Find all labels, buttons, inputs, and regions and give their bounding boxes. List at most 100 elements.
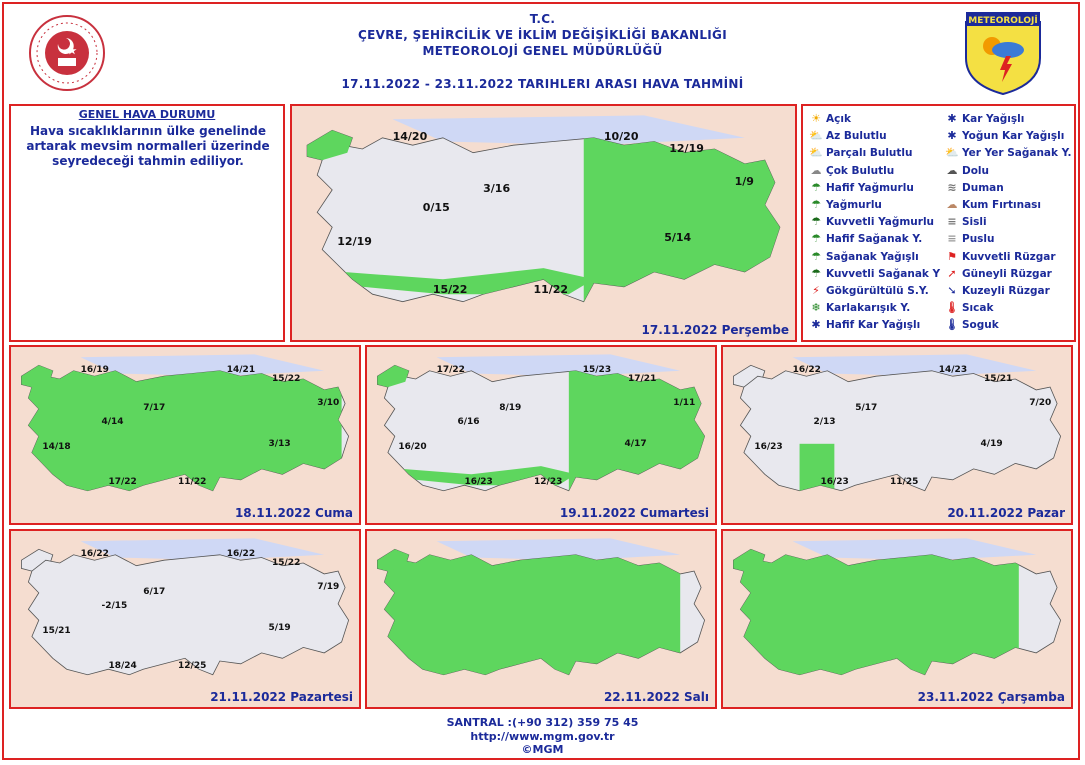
legend-item: 🌡 Soguk <box>945 318 999 331</box>
thrace-rain <box>377 365 409 388</box>
header-directorate: METEOROLOJİ GENEL MÜDÜRLÜĞÜ <box>422 44 663 58</box>
temperature-label: 4/19 <box>980 438 1003 449</box>
legend-item: ⚡ Gökgürültülü S.Y. <box>809 284 929 297</box>
temperature-label: 17/22 <box>108 477 137 488</box>
footer-url[interactable]: http://www.mgm.gov.tr <box>470 730 615 743</box>
temperature-label: 12/19 <box>337 234 372 248</box>
footer-copyright: ©MGM <box>521 743 564 756</box>
legend-item: ☀ Açık <box>809 112 851 125</box>
temperature-label: 15/22 <box>272 557 301 568</box>
legend-label: Gökgürültülü S.Y. <box>826 285 929 297</box>
hail-icon: ☁ <box>946 163 958 177</box>
meteoroloji-logo: METEOROLOJİ <box>965 12 1041 96</box>
temperature-label: 7/17 <box>143 403 166 414</box>
legend-label: Çok Bulutlu <box>826 164 895 177</box>
temperature-label: 7/19 <box>317 582 340 593</box>
legend-item: ⛅ Yer Yer Sağanak Y. <box>945 146 1072 160</box>
temperature-label: 0/15 <box>422 201 450 215</box>
temperature-label: 12/25 <box>178 661 207 672</box>
legend-item: ✱ Hafif Kar Yağışlı <box>809 318 920 331</box>
shower-icon: ☂ <box>811 249 821 263</box>
temperature-label: 5/17 <box>855 403 878 414</box>
header-date-range: 17.11.2022 - 23.11.2022 TARIHLERI ARASI … <box>341 77 744 91</box>
rain-icon: ☂ <box>811 198 821 211</box>
legend-label: Az Bulutlu <box>826 130 887 143</box>
scattered-shower-icon: ⛅ <box>945 146 959 160</box>
south-wind-icon: ➚ <box>947 266 957 280</box>
map-date-label: 18.11.2022 Cuma <box>234 506 353 520</box>
legend-label: Kuvvetli Yağmurlu <box>826 216 935 229</box>
temperature-label: 3/13 <box>268 438 291 449</box>
temperature-label: 2/13 <box>813 417 836 428</box>
turkey-map <box>367 531 715 707</box>
legend-item: ☁ Kum Fırtınası <box>945 198 1042 211</box>
legend-panel: ☀ Açık ⛅ Az Bulutlu ⛅ Parçalı Bulutlu ☁ Çok Bul… <box>801 104 1076 342</box>
ministry-seal-logo <box>29 15 105 91</box>
map-date-label: 20.11.2022 Pazar <box>947 506 1065 520</box>
legend-label: Sıcak <box>962 302 994 315</box>
turkey-map <box>723 347 1071 523</box>
temperature-label: 1/11 <box>673 398 696 409</box>
legend-label: Hafif Sağanak Y. <box>826 233 923 246</box>
sleet-icon: ❄ <box>811 301 821 315</box>
temperature-label: 16/23 <box>464 477 493 488</box>
legend-item: ≋ Duman <box>945 180 1003 194</box>
legend-item: ➘ Kuzeyli Rüzgar <box>945 284 1050 297</box>
temperature-label: 7/20 <box>1029 398 1052 409</box>
map-date-label: 19.11.2022 Cumartesi <box>559 506 709 520</box>
temperature-label: 18/24 <box>108 661 137 672</box>
temperature-label: 14/20 <box>392 130 428 144</box>
legend-label: Kum Fırtınası <box>962 199 1042 211</box>
map-date-label: 21.11.2022 Pazartesi <box>210 690 353 704</box>
legend-item: ☂ Hafif Yağmurlu <box>809 181 914 194</box>
heavy-shower-icon: ☂ <box>811 266 821 280</box>
legend-label: Dolu <box>962 164 990 177</box>
map-day-3: 17/22 15/23 17/21 1/11 8/19 6/16 16/20 4/17 16/2… <box>365 345 717 525</box>
svg-text:METEOROLOJİ: METEOROLOJİ <box>968 15 1037 26</box>
temperature-label: 14/21 <box>226 365 256 376</box>
partly-cloudy-icon: ⛅ <box>809 146 823 160</box>
black-sea <box>436 354 681 377</box>
legend-item: ✱ Yoğun Kar Yağışlı <box>945 129 1064 142</box>
legend-item: ☂ Kuvvetli Yağmurlu <box>809 215 934 228</box>
legend-item: ⛅ Az Bulutlu <box>809 129 887 143</box>
legend-label: Kuzeyli Rüzgar <box>962 285 1050 297</box>
legend-label: Sisli <box>962 216 987 229</box>
temperature-label: 15/22 <box>432 283 468 297</box>
fog-icon: ≡ <box>947 215 957 229</box>
black-sea <box>436 538 681 561</box>
temperature-label: 11/25 <box>890 477 919 488</box>
legend-label: Yer Yer Sağanak Y. <box>962 147 1072 160</box>
temperature-label: 16/22 <box>792 365 821 376</box>
mist-icon: ≡ <box>947 232 957 246</box>
temperature-label: 5/19 <box>268 622 291 633</box>
smoke-icon: ≋ <box>947 180 957 194</box>
snow-icon: ✱ <box>947 112 957 125</box>
legend-label: Kar Yağışlı <box>962 113 1025 125</box>
temperature-label: 16/23 <box>820 477 849 488</box>
light-snow-icon: ✱ <box>811 318 821 332</box>
temperature-label: 4/17 <box>624 438 647 449</box>
legend-item: ☂ Yağmurlu <box>809 198 882 211</box>
temperature-label: 4/14 <box>101 417 124 428</box>
legend-item: ➚ Güneyli Rüzgar <box>945 266 1051 280</box>
heavy-snow-icon: ✱ <box>947 129 957 143</box>
cloudy-icon: ☁ <box>810 163 822 177</box>
temperature-label: 3/16 <box>483 182 511 196</box>
map-date-label: 22.11.2022 Salı <box>603 690 709 704</box>
footer-santral: SANTRAL :(+90 312) 359 75 45 <box>446 716 639 729</box>
general-weather-title: GENEL HAVA DURUMU <box>78 108 216 121</box>
legend-label: Hafif Kar Yağışlı <box>826 319 921 332</box>
legend-label: Soguk <box>962 319 999 332</box>
turkey-map <box>11 531 359 707</box>
header-tc: T.C. <box>529 12 556 26</box>
legend-label: Sağanak Yağışlı <box>826 250 919 263</box>
temperature-label: 3/10 <box>317 398 340 409</box>
map-day-7: 23.11.2022 Çarşamba <box>721 529 1073 709</box>
general-weather-text: Hava sıcaklıklarının ülke genelinde arta… <box>26 124 270 168</box>
hot-icon: 🌡 <box>945 301 959 315</box>
legend-label: Kuvvetli Sağanak Y <box>826 267 941 280</box>
temperature-label: 16/20 <box>398 441 427 452</box>
thrace-rain <box>733 549 765 572</box>
